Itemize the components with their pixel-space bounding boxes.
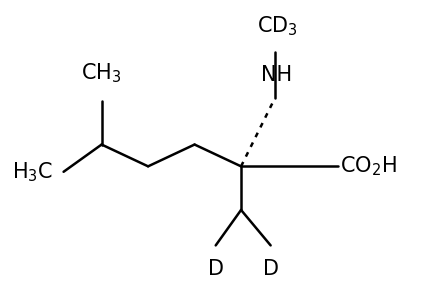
Text: H$_3$C: H$_3$C <box>12 160 53 184</box>
Text: D: D <box>263 259 279 279</box>
Text: NH: NH <box>261 65 293 85</box>
Text: D: D <box>208 259 224 279</box>
Text: CO$_2$H: CO$_2$H <box>340 154 397 178</box>
Text: CD$_3$: CD$_3$ <box>256 15 297 38</box>
Text: CH$_3$: CH$_3$ <box>81 61 122 85</box>
